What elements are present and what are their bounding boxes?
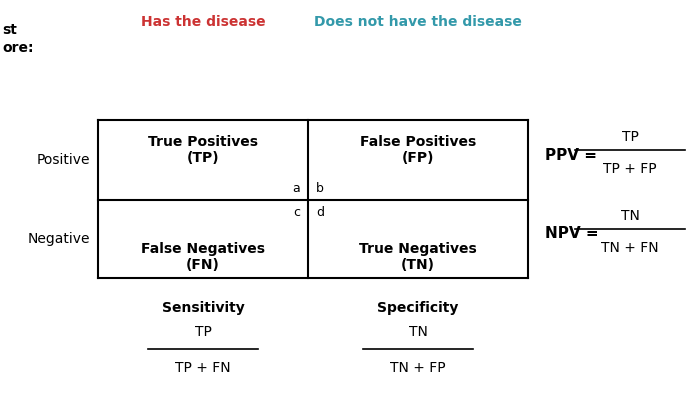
- Text: a: a: [292, 181, 300, 195]
- Text: PPV =: PPV =: [545, 148, 597, 162]
- Text: Has the disease: Has the disease: [141, 15, 265, 29]
- Text: NPV =: NPV =: [545, 226, 599, 242]
- Text: True Negatives: True Negatives: [359, 242, 477, 256]
- Text: Sensitivity: Sensitivity: [161, 301, 244, 315]
- Text: ore:: ore:: [2, 41, 33, 55]
- Text: (TN): (TN): [401, 258, 435, 272]
- Text: Negative: Negative: [28, 232, 90, 246]
- Text: TN: TN: [621, 209, 640, 223]
- Text: TP: TP: [195, 325, 212, 339]
- Text: TN + FN: TN + FN: [601, 241, 659, 255]
- Text: TP + FN: TP + FN: [175, 361, 231, 375]
- Text: st: st: [2, 23, 17, 37]
- Text: TP: TP: [622, 130, 638, 144]
- Text: Specificity: Specificity: [377, 301, 459, 315]
- Text: (FP): (FP): [402, 151, 434, 165]
- Text: TP + FP: TP + FP: [603, 162, 657, 176]
- Text: Positive: Positive: [36, 153, 90, 167]
- Text: False Negatives: False Negatives: [141, 242, 265, 256]
- Text: Does not have the disease: Does not have the disease: [314, 15, 522, 29]
- Text: (TP): (TP): [187, 151, 219, 165]
- Text: TN: TN: [409, 325, 427, 339]
- Text: b: b: [316, 181, 324, 195]
- Text: True Positives: True Positives: [148, 135, 258, 149]
- Text: TN + FP: TN + FP: [390, 361, 446, 375]
- Text: (FN): (FN): [186, 258, 220, 272]
- Text: d: d: [316, 205, 324, 219]
- Text: c: c: [293, 205, 300, 219]
- Text: False Positives: False Positives: [360, 135, 476, 149]
